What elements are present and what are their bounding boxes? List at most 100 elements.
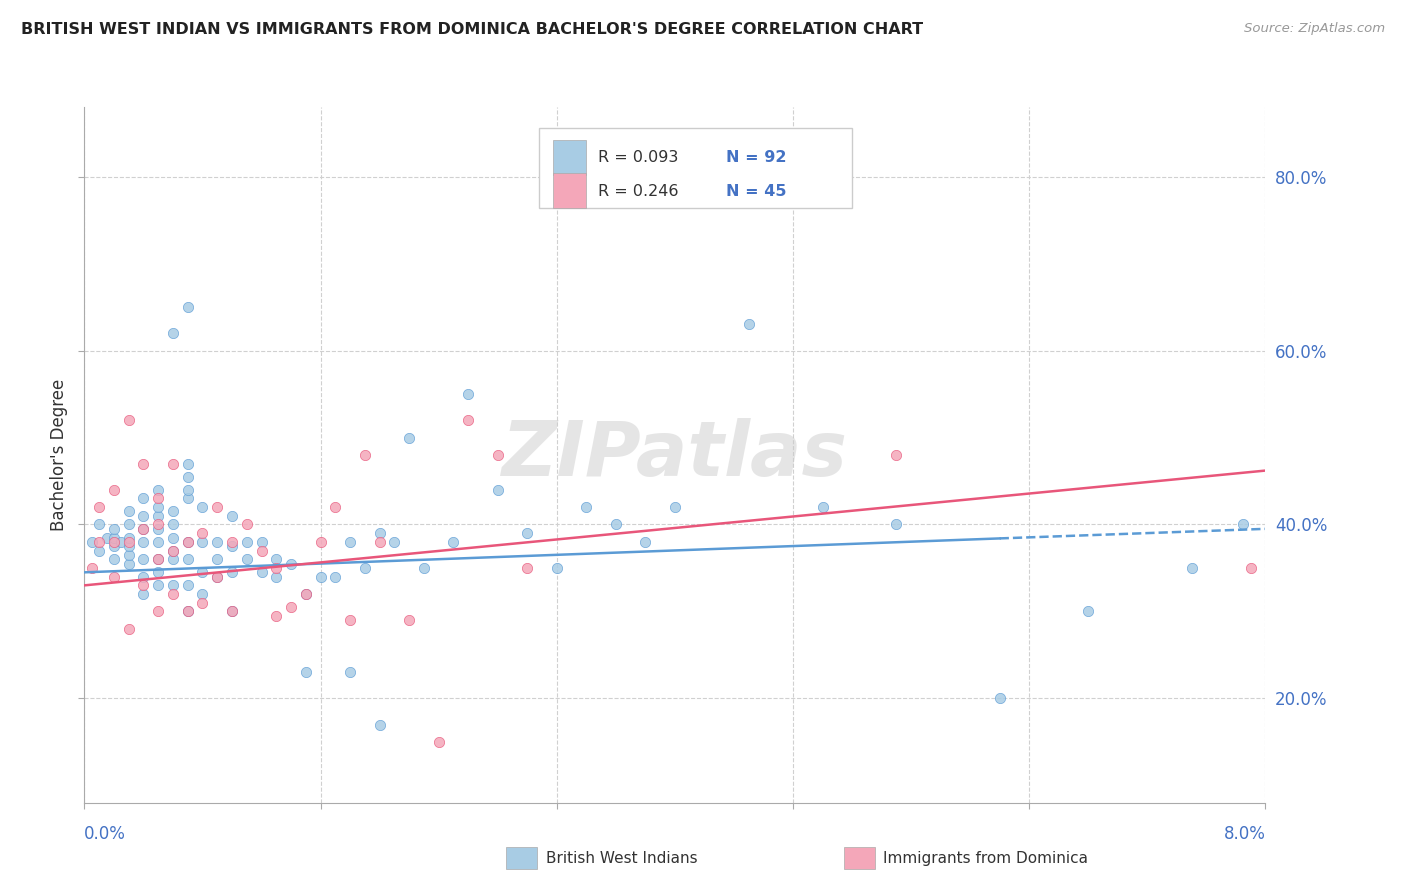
Point: [177, 534, 200, 549]
Point: [118, 504, 141, 518]
Point: [323, 570, 347, 584]
Point: [264, 608, 288, 623]
Point: [162, 531, 184, 545]
Point: [118, 622, 141, 636]
Point: [177, 491, 200, 506]
Point: [280, 600, 302, 615]
Point: [221, 566, 243, 580]
Bar: [553, 173, 586, 208]
Point: [516, 561, 538, 575]
Point: [811, 500, 834, 514]
Point: [103, 539, 125, 553]
Point: [177, 457, 200, 471]
Point: [250, 566, 273, 580]
Point: [368, 534, 391, 549]
Point: [118, 557, 141, 571]
Point: [264, 570, 288, 584]
Point: [205, 500, 228, 514]
Point: [634, 534, 657, 549]
Point: [118, 413, 141, 427]
Point: [368, 526, 391, 541]
Point: [309, 570, 332, 584]
Point: [1181, 561, 1204, 575]
Bar: [553, 140, 586, 175]
Point: [886, 448, 908, 462]
Point: [148, 500, 170, 514]
Point: [118, 517, 141, 532]
Point: [80, 534, 103, 549]
Text: Source: ZipAtlas.com: Source: ZipAtlas.com: [1244, 22, 1385, 36]
Point: [148, 508, 170, 523]
Point: [162, 587, 184, 601]
Text: N = 92: N = 92: [725, 151, 786, 165]
Point: [118, 531, 141, 545]
Point: [1232, 517, 1254, 532]
Point: [148, 522, 170, 536]
Point: [148, 566, 170, 580]
Point: [236, 517, 259, 532]
Point: [988, 691, 1011, 706]
Point: [118, 548, 141, 562]
Point: [132, 578, 155, 592]
Point: [413, 561, 436, 575]
Point: [148, 483, 170, 497]
Point: [148, 491, 170, 506]
Point: [103, 522, 125, 536]
Point: [264, 561, 288, 575]
Text: R = 0.093: R = 0.093: [598, 151, 679, 165]
Point: [368, 717, 391, 731]
Point: [89, 517, 111, 532]
Point: [221, 605, 243, 619]
Point: [103, 552, 125, 566]
Point: [162, 326, 184, 340]
Point: [323, 500, 347, 514]
Point: [205, 534, 228, 549]
Point: [205, 570, 228, 584]
Point: [132, 587, 155, 601]
Point: [132, 491, 155, 506]
Point: [177, 534, 200, 549]
Point: [486, 483, 509, 497]
Point: [177, 300, 200, 314]
Point: [339, 613, 361, 627]
Point: [80, 561, 103, 575]
Point: [737, 318, 759, 332]
Point: [443, 534, 465, 549]
Point: [162, 457, 184, 471]
Point: [457, 413, 479, 427]
Point: [250, 534, 273, 549]
Point: [1240, 561, 1263, 575]
Point: [221, 508, 243, 523]
Point: [162, 517, 184, 532]
Point: [162, 552, 184, 566]
Point: [191, 526, 214, 541]
Point: [382, 534, 406, 549]
Point: [486, 448, 509, 462]
Text: BRITISH WEST INDIAN VS IMMIGRANTS FROM DOMINICA BACHELOR'S DEGREE CORRELATION CH: BRITISH WEST INDIAN VS IMMIGRANTS FROM D…: [21, 22, 924, 37]
Point: [132, 457, 155, 471]
Y-axis label: Bachelor's Degree: Bachelor's Degree: [49, 379, 67, 531]
Point: [162, 543, 184, 558]
Point: [148, 605, 170, 619]
Point: [339, 534, 361, 549]
Point: [264, 552, 288, 566]
Point: [132, 508, 155, 523]
Text: R = 0.246: R = 0.246: [598, 184, 679, 199]
Point: [177, 605, 200, 619]
Point: [132, 522, 155, 536]
Point: [457, 387, 479, 401]
Point: [295, 665, 318, 680]
Point: [191, 587, 214, 601]
Point: [205, 570, 228, 584]
Point: [295, 587, 318, 601]
Point: [162, 504, 184, 518]
Point: [398, 613, 420, 627]
Point: [546, 561, 568, 575]
Point: [132, 552, 155, 566]
Point: [427, 735, 450, 749]
Point: [191, 596, 214, 610]
Point: [191, 566, 214, 580]
Point: [236, 534, 259, 549]
Text: 8.0%: 8.0%: [1223, 825, 1265, 843]
Point: [110, 534, 132, 549]
